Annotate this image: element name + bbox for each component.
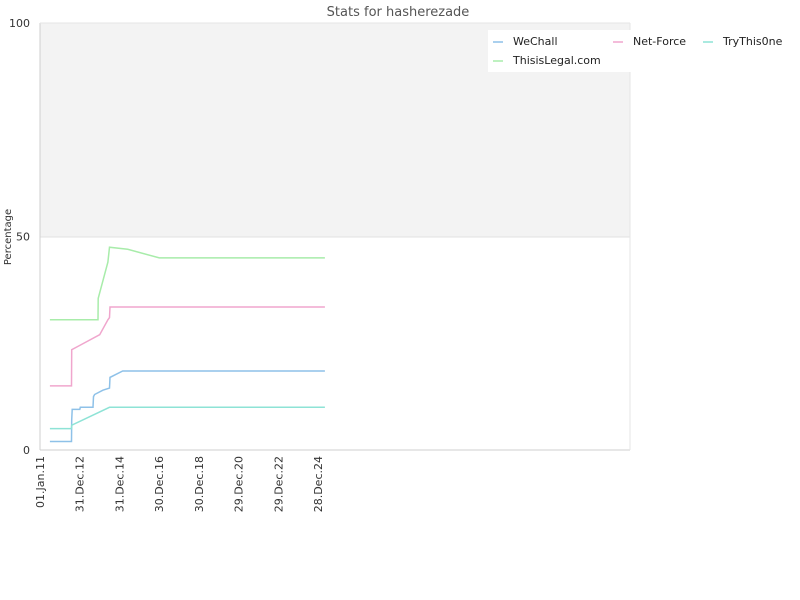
legend-label-net-force: Net-Force [633, 35, 686, 48]
series-lines [49, 246, 325, 443]
x-tick-label: 31.Dec.14 [113, 456, 126, 512]
legend-background [488, 30, 788, 72]
legend-label-trythis0ne: TryThis0ne [722, 35, 783, 48]
y-tick-label: 100 [9, 17, 30, 30]
x-tick-label: 29.Dec.22 [272, 456, 285, 512]
series-line-trythis0ne [49, 406, 325, 430]
x-tick-label: 30.Dec.18 [193, 456, 206, 512]
y-tick-labels: 0 50 100 [9, 17, 30, 457]
series-line-net-force [49, 306, 325, 387]
x-tick-label: 30.Dec.16 [153, 456, 166, 512]
series-line-wechall [49, 370, 325, 443]
legend-label-wechall: WeChall [513, 35, 558, 48]
x-tick-labels: 01.Jan.11 31.Dec.12 31.Dec.14 30.Dec.16 30.D… [34, 456, 325, 512]
x-tick-label: 28.Dec.24 [312, 456, 325, 512]
x-tick-label: 01.Jan.11 [34, 456, 47, 508]
series-line-thisislegal-com [49, 246, 325, 321]
x-tick-label: 29.Dec.20 [233, 456, 246, 512]
x-tick-label: 31.Dec.12 [74, 456, 87, 512]
y-axis-title: Percentage [3, 209, 14, 265]
lower-band [40, 237, 630, 450]
legend: WeChall Net-Force TryThis0ne ThisisLegal.co… [488, 30, 788, 72]
y-tick-label: 0 [23, 444, 30, 457]
legend-label-thisislegal-com: ThisisLegal.com [512, 54, 601, 67]
y-tick-label: 50 [16, 231, 30, 244]
chart-title: Stats for hasherezade [327, 5, 470, 20]
